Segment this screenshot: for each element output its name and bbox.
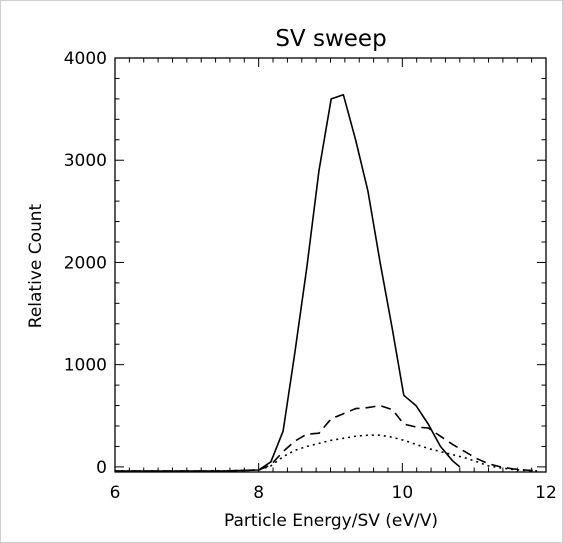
y-tick-label: 2000 bbox=[64, 253, 107, 273]
plot-frame bbox=[114, 57, 547, 473]
series-solid-line bbox=[115, 94, 461, 472]
y-tick-label: 0 bbox=[96, 458, 107, 478]
y-tick-label: 1000 bbox=[64, 356, 107, 376]
series-dashed-line bbox=[115, 404, 539, 472]
x-axis-label: Particle Energy/SV (eV/V) bbox=[224, 511, 438, 531]
x-tick-label: 8 bbox=[253, 483, 264, 503]
series-dotted-line bbox=[115, 434, 539, 472]
x-tick-label: 6 bbox=[110, 483, 121, 503]
chart-title: SV sweep bbox=[275, 26, 386, 52]
x-tick-label: 12 bbox=[535, 483, 557, 503]
y-tick-label: 4000 bbox=[64, 49, 107, 69]
y-tick-label: 3000 bbox=[64, 151, 107, 171]
y-axis-label: Relative Count bbox=[26, 203, 46, 328]
plot-area: 6 8 10 12 0 1000 2000 3000 4000 bbox=[64, 49, 557, 503]
x-tick-label: 10 bbox=[392, 483, 414, 503]
